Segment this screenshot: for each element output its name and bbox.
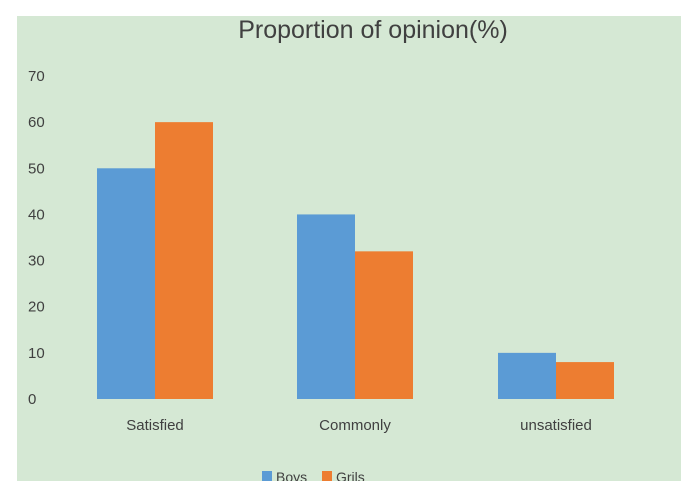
bars xyxy=(97,122,614,400)
y-tick-label: 60 xyxy=(28,114,45,131)
bar-grils-unsatisfied xyxy=(556,362,614,399)
y-axis-ticks: 0 10 20 30 40 50 60 70 xyxy=(28,68,45,408)
y-tick-label: 50 xyxy=(28,160,45,177)
bar-boys-unsatisfied xyxy=(498,352,556,399)
legend-swatch-boys xyxy=(262,471,272,481)
y-tick-label: 40 xyxy=(28,206,45,223)
y-tick-label: 70 xyxy=(28,68,45,85)
legend-swatch-grils xyxy=(322,471,332,481)
y-tick-label: 0 xyxy=(28,391,36,408)
y-tick-label: 10 xyxy=(28,345,45,362)
x-category-label: Commonly xyxy=(319,417,391,434)
y-tick-label: 20 xyxy=(28,299,45,316)
x-axis-labels: Satisfied Commonly unsatisfied xyxy=(126,417,592,434)
legend-label: Boys xyxy=(276,469,307,481)
legend: Boys Grils xyxy=(262,469,365,481)
x-category-label: unsatisfied xyxy=(520,417,592,434)
y-tick-label: 30 xyxy=(28,253,45,270)
bar-boys-satisfied xyxy=(97,168,155,399)
legend-label: Grils xyxy=(336,469,365,481)
bar-grils-satisfied xyxy=(155,122,213,400)
x-category-label: Satisfied xyxy=(126,417,184,434)
chart-title: Proportion of opinion(%) xyxy=(238,16,508,44)
bar-boys-commonly xyxy=(297,214,355,399)
bar-grils-commonly xyxy=(355,251,413,399)
